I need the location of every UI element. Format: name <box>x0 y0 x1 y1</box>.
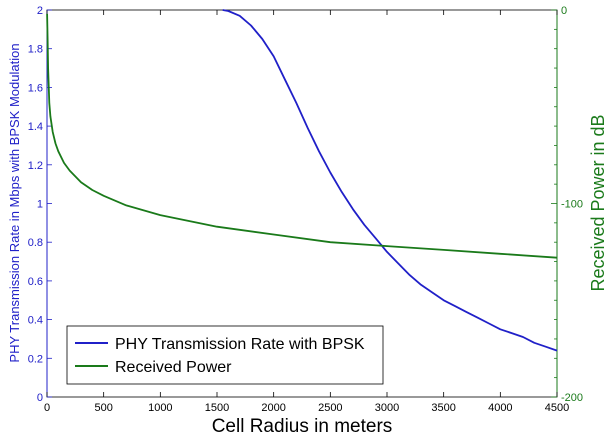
x-tick-label: 0 <box>44 402 50 414</box>
x-axis-label: Cell Radius in meters <box>212 416 393 437</box>
left-y-tick-label: 0.8 <box>28 237 43 249</box>
series-lines <box>46 9 558 352</box>
left-y-tick-label: 1.2 <box>28 160 43 172</box>
left-y-axis-label: PHY Transmission Rate in Mbps with BPSK … <box>7 43 22 362</box>
legend: PHY Transmission Rate with BPSK Received… <box>66 325 384 385</box>
left-y-tick-label: 1 <box>37 199 43 211</box>
right-y-tick-label: -100 <box>561 199 583 211</box>
x-tick-label: 4000 <box>488 402 512 414</box>
x-tick-label: 500 <box>94 402 112 414</box>
x-tick-label: 2500 <box>318 402 342 414</box>
legend-label-power: Received Power <box>115 359 232 376</box>
left-y-tick-label: 0.4 <box>28 315 43 327</box>
left-y-tick-label: 0.6 <box>28 276 43 288</box>
right-y-axis-ticks: 0 -100 -200 <box>551 5 583 404</box>
left-y-tick-label: 1.8 <box>28 44 43 56</box>
left-y-tick-label: 2 <box>37 5 43 17</box>
left-y-tick-label: 0 <box>37 392 43 404</box>
x-tick-label: 3000 <box>375 402 399 414</box>
left-y-tick-label: 1.6 <box>28 82 43 94</box>
legend-label-rate: PHY Transmission Rate with BPSK <box>115 336 365 353</box>
right-y-tick-label: 0 <box>561 5 567 17</box>
series-line-received-power <box>46 13 558 259</box>
x-tick-label: 3500 <box>431 402 455 414</box>
x-tick-label: 1500 <box>205 402 229 414</box>
right-y-tick-label: -200 <box>561 392 583 404</box>
x-tick-label: 2000 <box>261 402 285 414</box>
series-line-transmission-rate <box>222 9 558 352</box>
left-y-tick-label: 0.2 <box>28 353 43 365</box>
x-tick-label: 4500 <box>545 402 569 414</box>
legend-box <box>66 325 384 385</box>
x-tick-label: 1000 <box>148 402 172 414</box>
x-axis-ticks: 0 500 1000 1500 2000 2500 3000 3500 4000 4500 <box>44 10 569 414</box>
left-y-axis-ticks: 0 0.2 0.4 0.6 0.8 1 1.2 1.4 1.6 1.8 2 <box>28 5 52 404</box>
right-y-axis-label: Received Power in dB <box>588 114 608 291</box>
left-y-tick-label: 1.4 <box>28 121 43 133</box>
